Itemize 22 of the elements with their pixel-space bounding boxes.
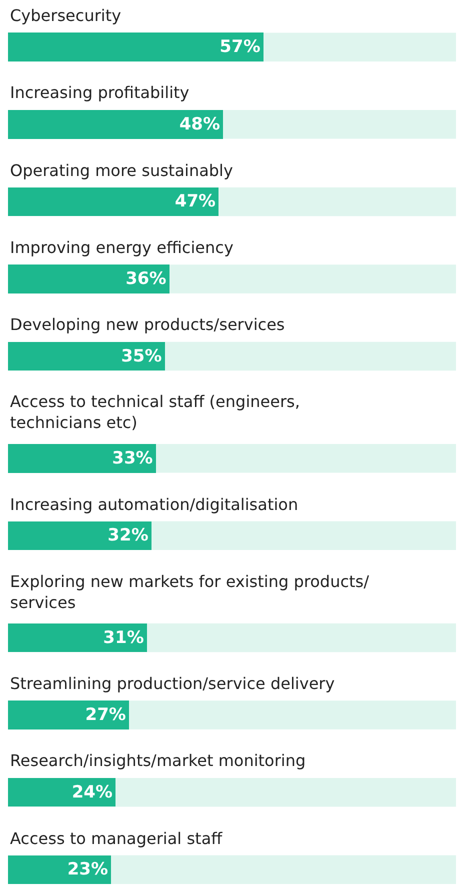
data-label: 23% [67,860,108,880]
data-label: 31% [103,628,144,648]
y-tick-label: Improving energy efficiency [10,238,234,257]
data-label: 57% [220,37,260,58]
y-tick-label: Increasing profitability [10,83,190,102]
data-label: 47% [174,192,216,212]
y-tick-label: Exploring new markets for existing products/ services [10,572,370,612]
data-label: 27% [85,705,126,726]
data-label: 35% [121,346,162,366]
y-tick-label: Access to technical staff (engineers, technicians etc) [10,392,300,432]
y-tick-label: Cybersecurity [10,6,122,25]
data-label: 24% [72,782,113,802]
data-label: 32% [108,526,148,546]
y-tick-label: Access to managerial staff [10,829,224,848]
data-label: 48% [179,114,220,134]
y-tick-label: Streamlining production/service delivery [10,674,335,693]
y-tick-label: Increasing automation/digitalisation [10,495,298,514]
y-tick-label: Research/insights/market monitoring [10,751,306,770]
data-label: 33% [112,448,153,468]
data-label: 36% [126,269,166,290]
y-tick-label: Operating more sustainably [10,161,233,180]
y-tick-label: Developing new products/services [10,315,285,334]
